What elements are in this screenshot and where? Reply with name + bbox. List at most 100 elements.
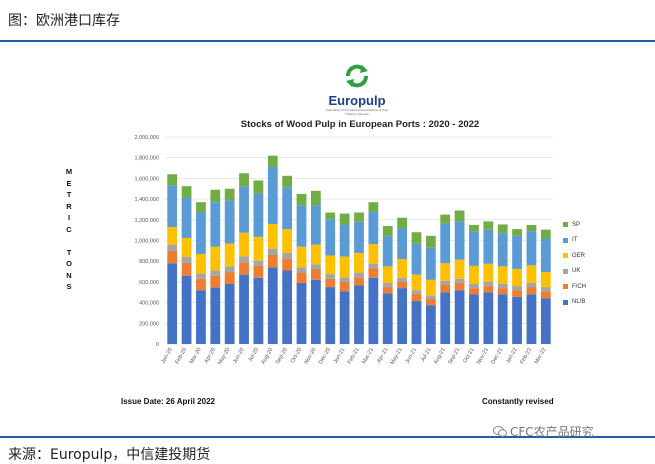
bar-segment-uk: [167, 244, 178, 251]
chart-title: Stocks of Wood Pulp in European Ports : …: [240, 119, 480, 130]
logo-tagline: Federation of the National Associations …: [325, 108, 389, 116]
legend-label: UK: [572, 268, 581, 275]
bar-segment-nl-b: [454, 290, 465, 344]
bar-segment-sp: [311, 190, 321, 206]
bar-segment-sp: [167, 174, 178, 186]
x-tick-label: Aug-20: [260, 347, 274, 365]
y-axis-label-letter: S: [66, 282, 72, 291]
bar-segment-sp: [296, 193, 307, 206]
legend-item: F/CH: [563, 279, 586, 295]
bar-segment-f-ch: [311, 269, 321, 280]
bar-segment-nl-b: [325, 287, 336, 344]
bar-segment-f-ch: [425, 298, 436, 306]
bar-segment-uk: [454, 278, 465, 283]
bar-segment-uk: [368, 263, 379, 269]
y-axis-label-letter: R: [66, 201, 72, 211]
bar-segment-uk: [497, 283, 508, 289]
legend: SP IT GER UK F/CH NL/B: [563, 217, 586, 310]
top-rule: [0, 40, 655, 42]
legend-swatch: [563, 253, 568, 259]
y-tick-label: 0: [156, 342, 159, 348]
bar-segment-ger: [397, 259, 407, 278]
x-tick-label: Mar-22: [534, 347, 548, 365]
bar-segment-f-ch: [497, 288, 508, 295]
bar-segment-nl-b: [253, 277, 264, 344]
bar-segment-ger: [411, 274, 422, 291]
x-tick-label: Sep-21: [447, 347, 461, 365]
bar-segment-nl-b: [181, 275, 192, 344]
legend-label: GER: [572, 252, 586, 259]
bar-segment-ger: [469, 265, 479, 284]
revised-note: Constantly revised: [482, 397, 554, 406]
bar-segment-sp: [469, 224, 479, 232]
bar-segment-sp: [483, 221, 494, 230]
bar-segment-f-ch: [239, 262, 249, 275]
y-tick-label: 2,000,000: [135, 135, 159, 141]
legend-swatch: [563, 222, 568, 228]
legend-swatch: [563, 237, 568, 243]
y-axis-label-letter: T: [66, 247, 72, 257]
bar-segment-sp: [224, 188, 235, 201]
bar-segment-it: [411, 243, 422, 275]
bar-segment-uk: [397, 277, 407, 282]
x-tick-label: Oct-20: [290, 347, 303, 364]
bar-segment-ger: [497, 266, 508, 284]
legend-swatch: [563, 284, 568, 290]
x-tick-label: Oct-21: [462, 347, 475, 364]
stacked-bar-chart: 0 200,000 400,000 600,000 800,000 1,000,000 1,…: [135, 135, 553, 366]
legend-label: F/CH: [572, 283, 586, 290]
bar-segment-uk: [267, 248, 278, 255]
bar-segment-f-ch: [354, 277, 364, 286]
bar-segment-nl-b: [311, 279, 321, 344]
europulp-logo: Europulp Federation of the National Asso…: [322, 64, 392, 116]
bar-segment-it: [526, 231, 537, 266]
bar-segment-f-ch: [325, 278, 336, 288]
y-axis-label-letter: O: [66, 259, 72, 268]
logo-name: Europulp: [328, 93, 386, 108]
bar-segment-it: [440, 223, 451, 264]
bar-segment-uk: [354, 272, 364, 278]
x-tick-label: Apr-20: [204, 347, 217, 364]
bar-segment-uk: [411, 290, 422, 294]
bar-segment-sp: [411, 232, 422, 244]
bar-segment-f-ch: [411, 293, 422, 302]
bar-segment-nl-b: [469, 294, 479, 344]
issue-date: Issue Date: 26 April 2022: [121, 397, 215, 406]
x-tick-label: Mar-21: [361, 347, 375, 365]
bar-segment-nl-b: [425, 305, 436, 344]
bottom-rule: [0, 436, 655, 438]
x-tick-label: Jan-22: [505, 347, 519, 365]
y-axis-label-letter: T: [66, 190, 72, 199]
x-tick-label: Aug-21: [433, 347, 447, 365]
bar-segment-f-ch: [454, 282, 465, 291]
x-tick-label: Sep-20: [275, 347, 289, 365]
bar-segment-nl-b: [540, 298, 551, 344]
bar-segment-uk: [540, 287, 551, 292]
bar-segment-f-ch: [483, 286, 494, 293]
bar-segment-it: [210, 202, 221, 247]
bar-segment-sp: [181, 186, 192, 198]
bar-segment-sp: [497, 224, 508, 234]
x-tick-label: Apr-21: [376, 347, 389, 364]
bar-segment-sp: [454, 210, 465, 222]
y-tick-label: 1,000,000: [135, 239, 159, 245]
y-tick-label: 400,000: [139, 301, 159, 307]
bar-segment-ger: [311, 244, 321, 265]
bar-segment-uk: [339, 277, 350, 282]
bar-segment-ger: [425, 279, 436, 296]
bar-segment-nl-b: [526, 294, 537, 344]
bar-segment-it: [354, 221, 364, 253]
bar-segment-f-ch: [296, 272, 307, 283]
bar-segment-ger: [368, 244, 379, 264]
watermark: CFC农产品研究: [493, 423, 594, 440]
bar-segment-nl-b: [196, 290, 206, 344]
bar-segment-uk: [253, 260, 264, 266]
bar-segment-f-ch: [196, 278, 206, 291]
bar-segment-uk: [282, 252, 293, 259]
legend-item: IT: [563, 233, 586, 249]
bar-segment-uk: [512, 286, 522, 291]
bar-segment-ger: [339, 256, 350, 278]
bar-segment-nl-b: [497, 294, 508, 344]
bar-segment-sp: [210, 189, 221, 203]
x-tick-label: Nov-20: [304, 347, 318, 365]
